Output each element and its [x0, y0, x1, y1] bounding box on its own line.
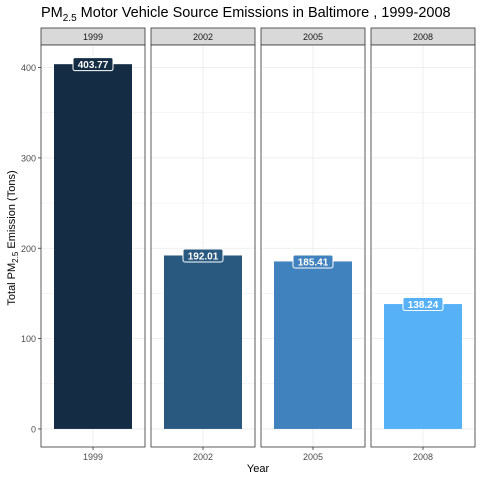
- bar-1999: [54, 64, 132, 429]
- facet-panel-2008: 2008 138.24 2008: [370, 27, 476, 462]
- x-axis-label: Year: [247, 463, 270, 475]
- bar-2005: [274, 261, 352, 429]
- x-tick-label: 2008: [413, 452, 433, 462]
- data-label-box: [72, 57, 114, 72]
- y-tick-label: 100: [21, 334, 36, 344]
- facet-panel-1999: 1999 403.77 1999: [40, 27, 146, 462]
- data-label: 192.01: [188, 251, 219, 262]
- y-tick-label: 400: [21, 63, 36, 73]
- facet-strip-label: 2002: [193, 32, 213, 42]
- data-label-box: [402, 297, 444, 312]
- data-label: 185.41: [298, 257, 329, 268]
- y-axis: 0 100 200 300 400: [21, 63, 41, 434]
- y-tick-label: 300: [21, 153, 36, 163]
- bar-2002: [164, 255, 242, 429]
- y-tick-label: 0: [31, 424, 36, 434]
- y-tick-label: 200: [21, 244, 36, 254]
- bar-2008: [384, 304, 462, 429]
- facet-strip-label: 1999: [83, 32, 103, 42]
- data-label-box: [292, 254, 334, 269]
- x-tick-label: 1999: [83, 452, 103, 462]
- facet-panel-2005: 2005 185.41 2005: [260, 27, 366, 462]
- data-label: 403.77: [78, 60, 109, 71]
- x-tick-label: 2002: [193, 452, 213, 462]
- data-label-box: [182, 248, 224, 263]
- facet-strip-label: 2005: [303, 32, 323, 42]
- facet-strip-label: 2008: [413, 32, 433, 42]
- y-axis-label: Total PM2.5 Emission (Tons): [6, 170, 20, 305]
- chart-title: PM2.5 Motor Vehicle Source Emissions in …: [41, 5, 451, 24]
- data-label: 138.24: [408, 300, 439, 311]
- facet-panel-2002: 2002 192.01 2002: [150, 27, 256, 462]
- x-tick-label: 2005: [303, 452, 323, 462]
- facet-panels: 1999403.7719992002192.0120022005185.4120…: [40, 27, 476, 462]
